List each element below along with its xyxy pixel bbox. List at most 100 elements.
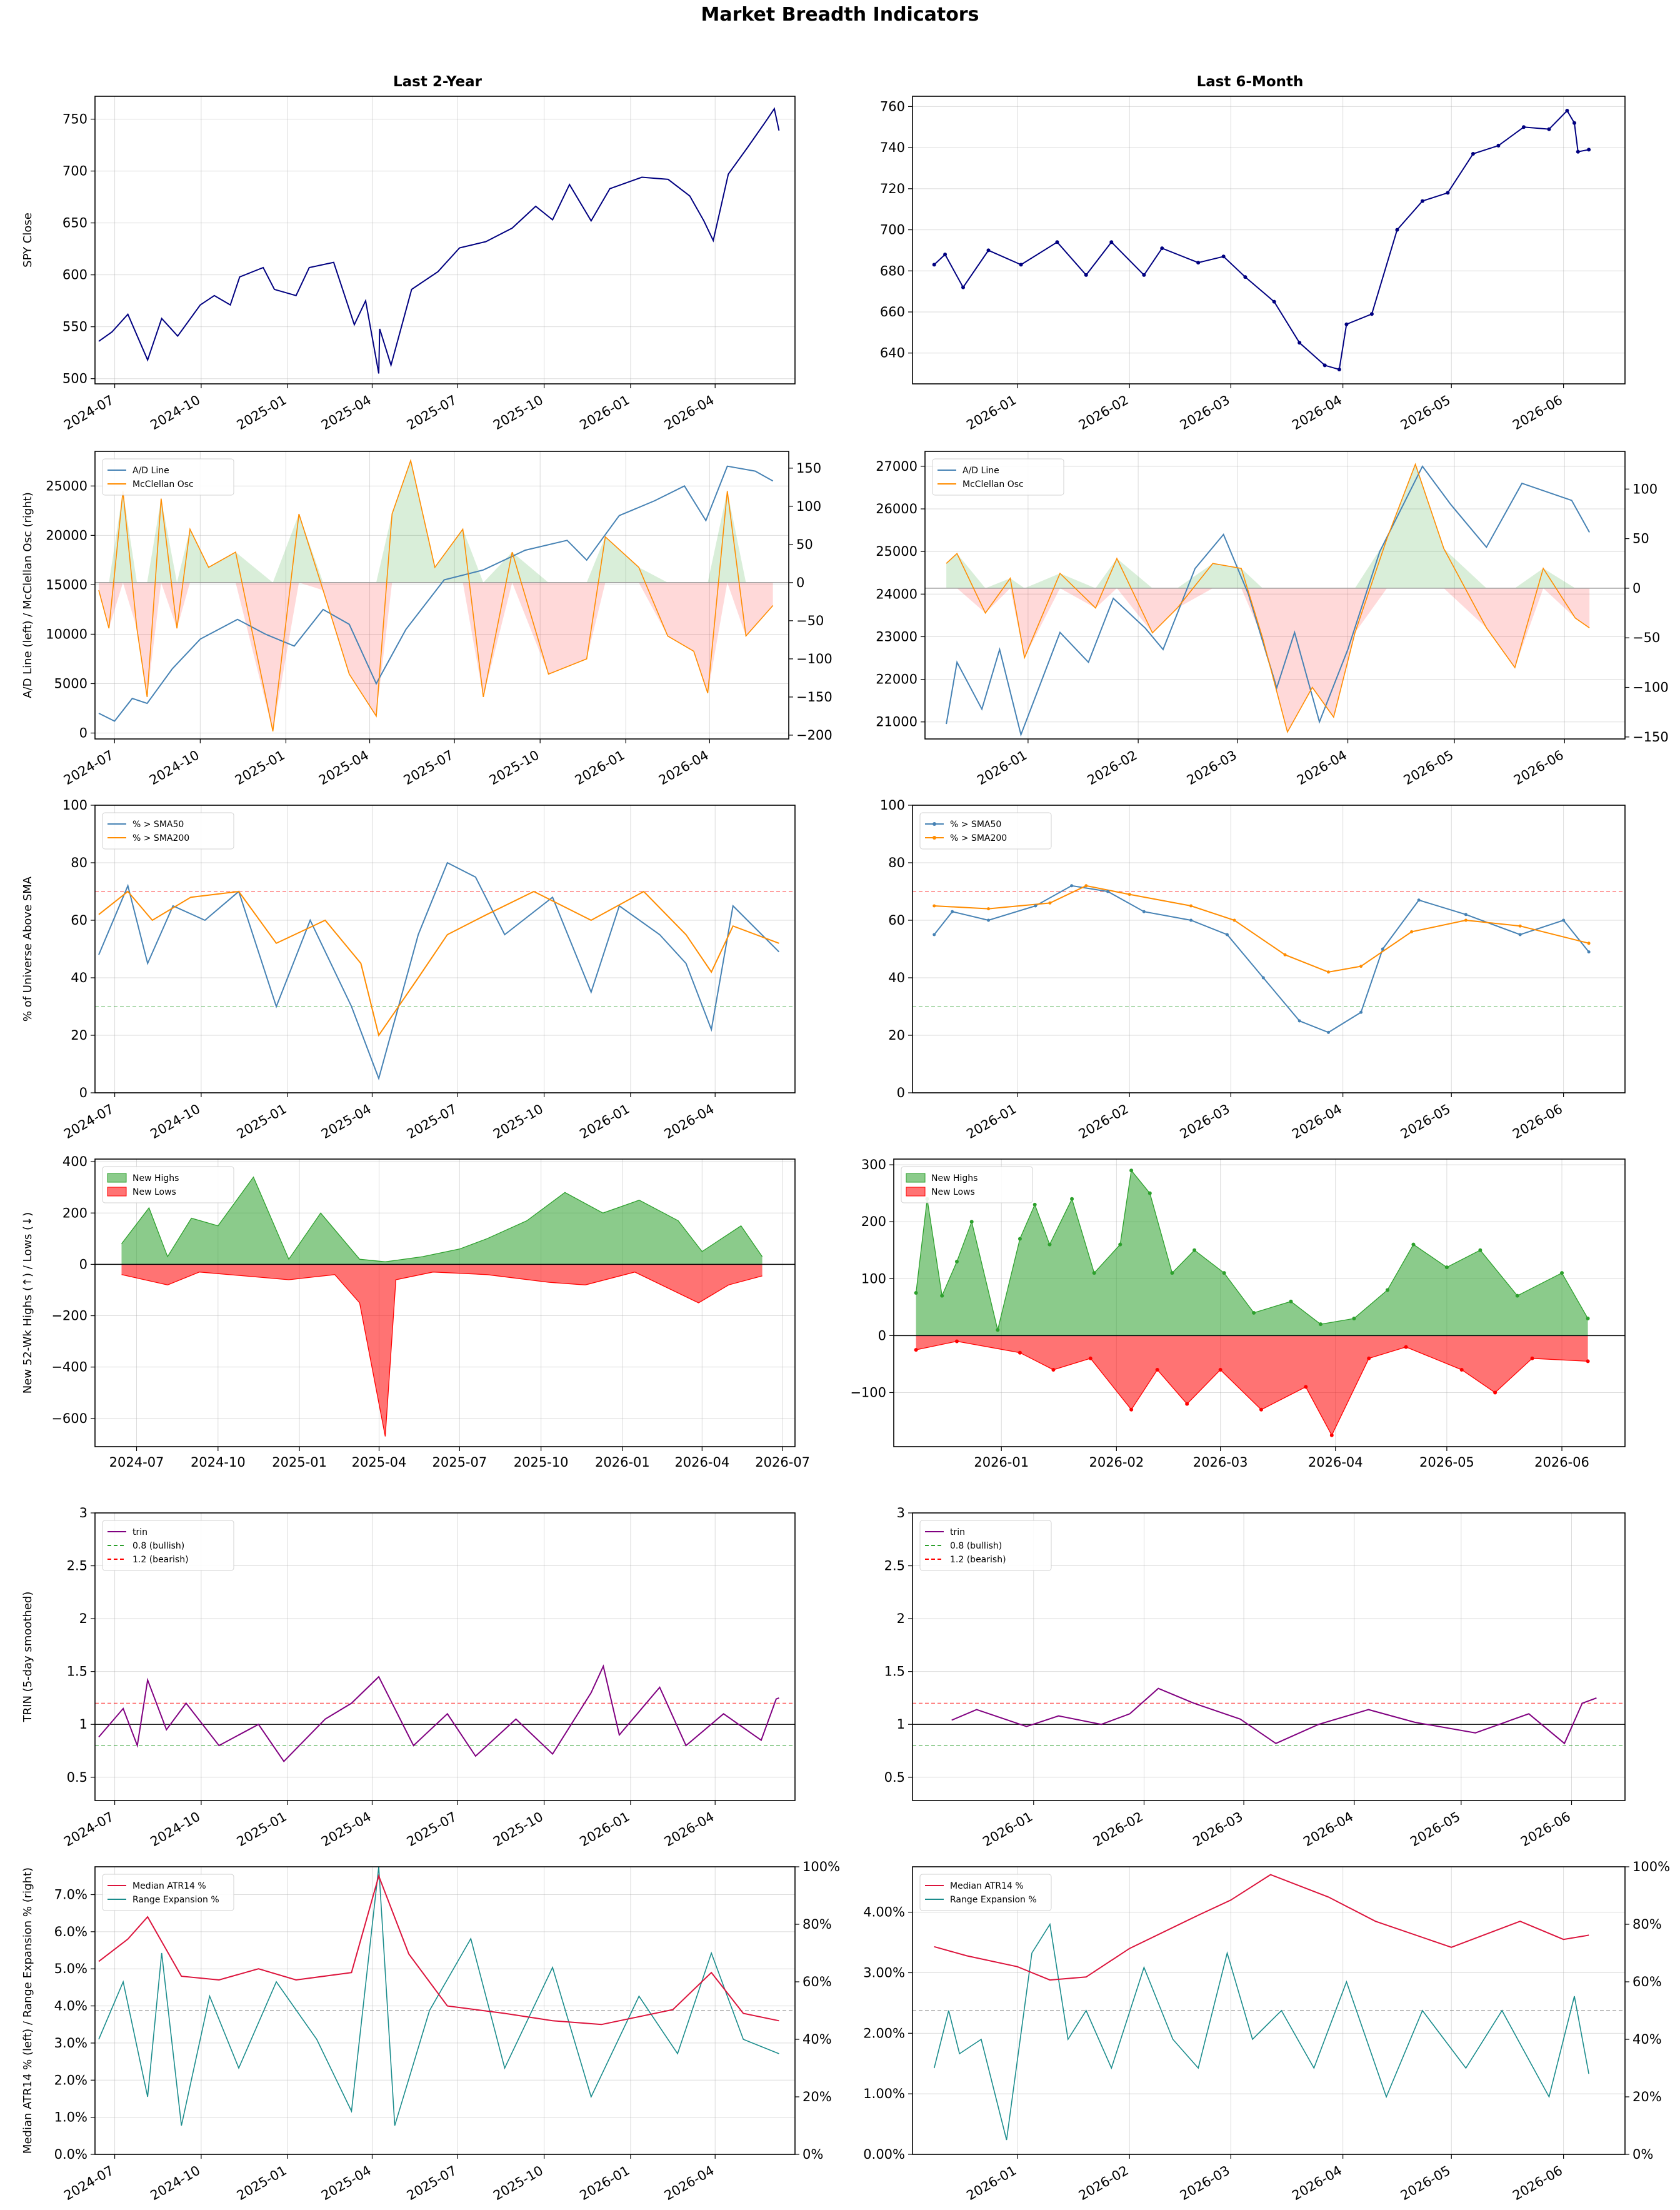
legend-label: New Highs bbox=[132, 1173, 179, 1183]
figure-title: Market Breadth Indicators bbox=[701, 4, 979, 26]
y-tick-label: 760 bbox=[880, 99, 905, 114]
y-tick-label: 740 bbox=[880, 140, 905, 155]
y-tick-label: 1 bbox=[79, 1717, 88, 1732]
new-lows-point bbox=[1367, 1356, 1371, 1360]
y2-tick-label: 0% bbox=[802, 2147, 823, 2162]
spy-point bbox=[1019, 263, 1023, 267]
new-lows-point bbox=[1530, 1356, 1534, 1360]
y-tick-label: 3.00% bbox=[863, 1965, 905, 1980]
x-tick-label: 2024-07 bbox=[61, 748, 116, 788]
y-tick-label: 680 bbox=[880, 263, 905, 278]
y-tick-label: 0.5 bbox=[67, 1770, 88, 1785]
y-tick-label: 20000 bbox=[46, 528, 88, 543]
x-tick-label: 2026-04 bbox=[674, 1455, 729, 1470]
spy-point bbox=[1576, 149, 1580, 154]
y-tick-label: 27000 bbox=[876, 459, 918, 474]
y-tick-label: −400 bbox=[51, 1360, 88, 1375]
new-lows-point bbox=[954, 1339, 959, 1344]
legend-box bbox=[919, 1874, 1052, 1911]
new-highs-point bbox=[1148, 1191, 1152, 1195]
x-tick-label: 2026-01 bbox=[974, 1455, 1029, 1470]
new-highs-point bbox=[1118, 1242, 1122, 1247]
new-lows-point bbox=[914, 1348, 918, 1352]
new-highs-point bbox=[1048, 1242, 1052, 1247]
y2-tick-label: −100 bbox=[796, 651, 832, 666]
new-lows-point bbox=[1304, 1385, 1308, 1389]
legend-label: McClellan Osc bbox=[962, 480, 1024, 490]
legend-box bbox=[102, 1166, 234, 1203]
y-tick-label: 660 bbox=[880, 304, 905, 319]
x-tick-label: 2026-05 bbox=[1398, 393, 1453, 433]
legend-label: McClellan Osc bbox=[132, 480, 194, 490]
y2-tick-label: 100% bbox=[1632, 1859, 1670, 1874]
y2-tick-label: 60% bbox=[1632, 1974, 1662, 1989]
sma50-point bbox=[1106, 890, 1109, 893]
range-expansion-line bbox=[98, 1866, 779, 2126]
spy-point bbox=[1547, 127, 1551, 131]
x-tick-label: 2026-03 bbox=[1184, 748, 1239, 788]
legend-label: % > SMA50 bbox=[132, 820, 184, 830]
sma200-point bbox=[1587, 942, 1591, 945]
y-tick-label: 1.0% bbox=[54, 2110, 88, 2125]
y-tick-label: 7.0% bbox=[54, 1887, 88, 1902]
axes-frame bbox=[94, 1158, 796, 1447]
new-highs-point bbox=[1444, 1265, 1449, 1270]
y2-tick-label: 50 bbox=[796, 537, 813, 552]
y2-tick-label: 20% bbox=[802, 2089, 832, 2104]
x-tick-label: 2026-04 bbox=[1294, 748, 1349, 788]
legend-box bbox=[932, 458, 1064, 496]
legend-marker bbox=[932, 822, 936, 826]
x-tick-label: 2026-06 bbox=[1534, 1455, 1589, 1470]
legend-label: Range Expansion % bbox=[132, 1895, 219, 1905]
sma50-point bbox=[1298, 1019, 1301, 1023]
legend-label: A/D Line bbox=[962, 466, 999, 476]
chart-trin-6m: 0.5 1 1.5 2 2.5 3 2026-01 2026-02 2026-03 2026-04… bbox=[884, 1505, 1626, 1849]
spy-point bbox=[1420, 199, 1424, 203]
x-tick-label: 2026-05 bbox=[1419, 1455, 1474, 1470]
axes-frame bbox=[94, 1866, 796, 2155]
y-axis-label: Median ATR14 % (left) / Range Expansion … bbox=[21, 1867, 34, 2154]
legend-box bbox=[102, 812, 234, 850]
x-tick-label: 2026-04 bbox=[1289, 393, 1344, 433]
spy-point bbox=[1322, 363, 1327, 368]
y-tick-label: 0 bbox=[79, 1257, 88, 1272]
y-tick-label: 400 bbox=[62, 1154, 88, 1169]
y2-tick-label: 60% bbox=[802, 1974, 832, 1989]
y-tick-label: 200 bbox=[62, 1205, 88, 1220]
y-tick-label: 26000 bbox=[876, 501, 918, 516]
x-tick-label: 2025-07 bbox=[404, 2163, 459, 2204]
y-tick-label: 100 bbox=[880, 798, 905, 813]
x-tick-label: 2026-07 bbox=[755, 1455, 810, 1470]
x-tick-label: 2026-03 bbox=[1178, 2163, 1232, 2204]
sma200-point bbox=[1410, 930, 1414, 933]
x-tick-label: 2026-04 bbox=[662, 1102, 717, 1142]
y-tick-label: 25000 bbox=[46, 478, 88, 493]
new-highs-line bbox=[121, 1176, 763, 1262]
x-tick-label: 2026-06 bbox=[1511, 748, 1566, 788]
sma200-point bbox=[1084, 884, 1088, 888]
sma200-point bbox=[932, 904, 936, 908]
x-tick-label: 2026-01 bbox=[572, 748, 628, 788]
new-lows-point bbox=[1404, 1345, 1408, 1349]
x-tick-label: 2025-04 bbox=[316, 748, 371, 788]
x-tick-label: 2025-01 bbox=[234, 1809, 289, 1850]
x-tick-label: 2025-01 bbox=[234, 393, 289, 433]
new-highs-point bbox=[1352, 1317, 1356, 1321]
y2-tick-label: −150 bbox=[796, 690, 832, 705]
new-lows-point bbox=[1018, 1350, 1022, 1355]
y-tick-label: 60 bbox=[888, 913, 905, 928]
trin-line bbox=[98, 1664, 779, 1762]
new-lows-point bbox=[1586, 1359, 1590, 1364]
x-tick-label: 2026-01 bbox=[577, 1102, 632, 1142]
y-tick-label: 3 bbox=[79, 1505, 88, 1520]
x-tick-label: 2026-01 bbox=[577, 2163, 632, 2204]
legend-label: Median ATR14 % bbox=[132, 1881, 206, 1891]
x-tick-label: 2026-01 bbox=[974, 748, 1029, 788]
x-tick-label: 2026-05 bbox=[1398, 2163, 1453, 2204]
y-tick-label: 2.00% bbox=[863, 2026, 905, 2041]
x-tick-label: 2025-07 bbox=[404, 1102, 459, 1142]
sma50-point bbox=[1464, 913, 1468, 917]
y-axis-label: % of Universe Above SMA bbox=[21, 876, 34, 1022]
legend-swatch bbox=[107, 1173, 127, 1183]
y2-tick-label: 0 bbox=[796, 575, 804, 590]
